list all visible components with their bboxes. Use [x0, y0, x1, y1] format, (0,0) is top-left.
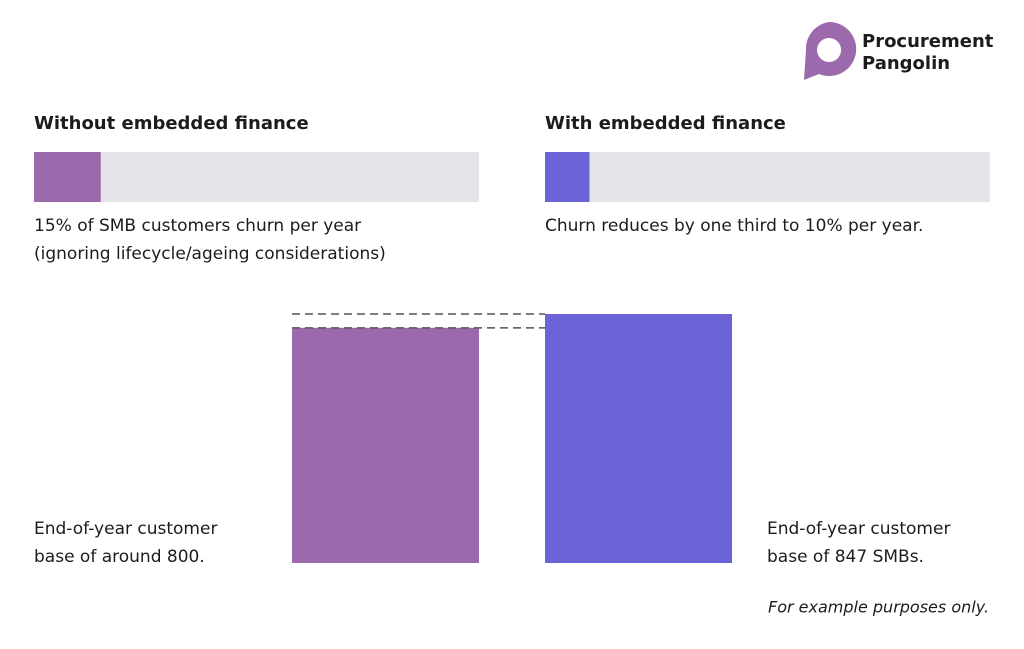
churn-caption: 15% of SMB customers churn per year [34, 216, 361, 236]
churn-track [34, 152, 479, 202]
customer-bar [545, 314, 732, 563]
churn-bar [34, 152, 101, 202]
logo-mark [804, 21, 857, 80]
base-caption: base of 847 SMBs. [767, 547, 924, 567]
panel-title: With embedded finance [545, 113, 786, 134]
panel-title: Without embedded finance [34, 113, 309, 134]
logo-text: Pangolin [862, 53, 950, 74]
logo-text: Procurement [862, 31, 994, 52]
customer-bar [292, 327, 479, 563]
base-caption: End-of-year customer [767, 519, 950, 539]
base-caption: End-of-year customer [34, 519, 217, 539]
churn-track [545, 152, 990, 202]
churn-caption: (ignoring lifecycle/ageing consideration… [34, 244, 386, 264]
churn-bar [545, 152, 590, 202]
churn-caption: Churn reduces by one third to 10% per ye… [545, 216, 923, 236]
footnote: For example purposes only. [768, 598, 989, 617]
base-caption: base of around 800. [34, 547, 205, 567]
